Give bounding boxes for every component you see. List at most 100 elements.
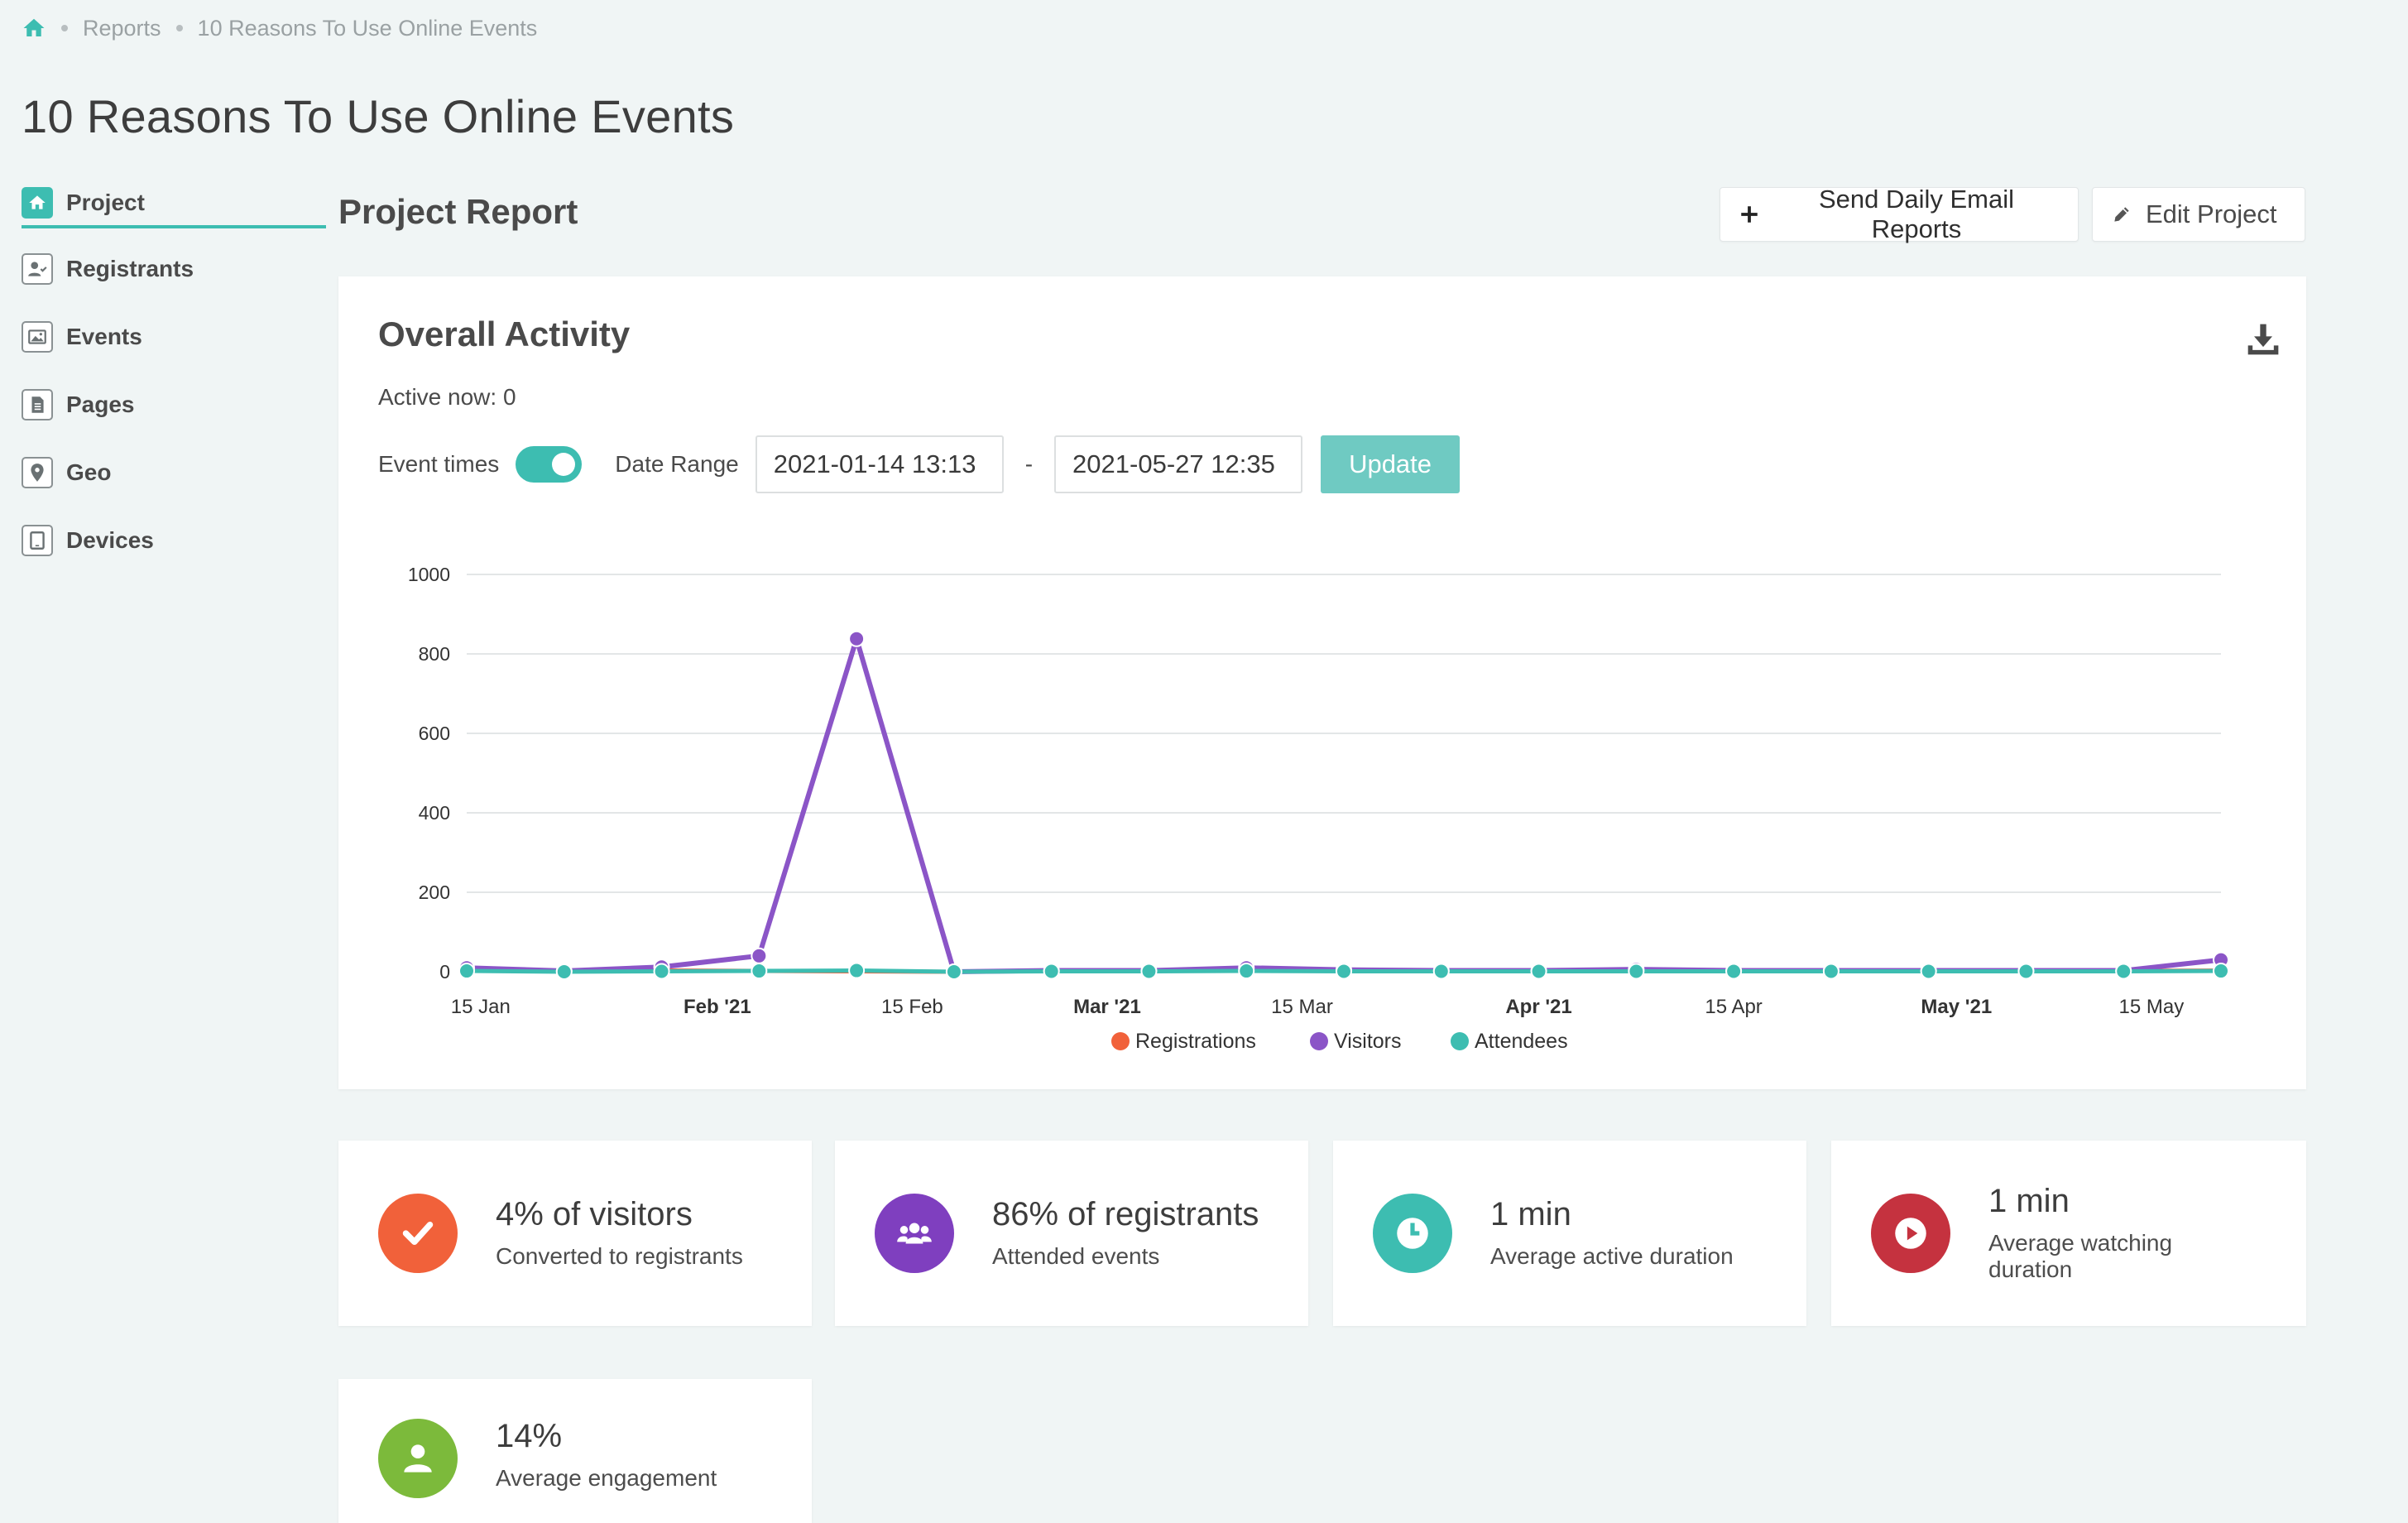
stat-value: 14%	[496, 1418, 563, 1454]
data-point-attendees	[555, 963, 573, 980]
active-now-text: Active now: 0	[378, 384, 516, 410]
images-icon	[22, 321, 53, 353]
sidebar-item-label: Geo	[66, 459, 112, 485]
x-tick-label: 15 Jan	[451, 996, 511, 1018]
send-daily-email-reports-button[interactable]: Send Daily Email Reports	[1720, 185, 2079, 243]
event-times-label: Event times	[378, 451, 500, 477]
toggle-knob	[552, 453, 576, 476]
section-title: Project Report	[338, 192, 578, 231]
stat-card-engagement: 14% Average engagement	[338, 1379, 812, 1523]
stat-card-attendance: 86% of registrants Attended events	[835, 1141, 1308, 1326]
update-button[interactable]: Update	[1321, 435, 1461, 493]
data-point-attendees	[1530, 963, 1547, 980]
legend-marker	[1451, 1032, 1469, 1050]
stat-card-active-duration: 1 min Average active duration	[1333, 1141, 1806, 1326]
stat-card-watching-duration: 1 min Average watching duration	[1831, 1141, 2306, 1326]
home-icon[interactable]	[22, 16, 46, 41]
y-tick-label: 1000	[408, 564, 450, 585]
sidebar-item-registrants[interactable]: Registrants	[22, 245, 326, 293]
x-tick-label: 15 Apr	[1705, 996, 1762, 1018]
y-tick-label: 600	[419, 723, 450, 744]
data-point-visitors	[751, 947, 768, 964]
x-tick-label: 15 Mar	[1271, 996, 1333, 1018]
map-pin-icon	[22, 457, 53, 488]
data-point-attendees	[1725, 963, 1743, 980]
sidebar-item-label: Registrants	[66, 256, 194, 281]
sidebar-item-devices[interactable]: Devices	[22, 516, 326, 565]
x-tick-label: 15 May	[2119, 996, 2185, 1018]
event-times-toggle[interactable]	[516, 446, 583, 483]
stat-label: Average engagement	[496, 1465, 717, 1491]
user-icon	[378, 1419, 458, 1498]
breadcrumb-separator	[175, 25, 183, 31]
tablet-icon	[22, 525, 53, 556]
pencil-icon	[2111, 204, 2132, 225]
stat-value: 4% of visitors	[496, 1195, 693, 1232]
users-icon	[875, 1194, 954, 1273]
file-icon	[22, 389, 53, 420]
edit-project-button[interactable]: Edit Project	[2092, 187, 2305, 242]
breadcrumb: Reports 10 Reasons To Use Online Events	[22, 13, 537, 43]
sidebar-item-label: Events	[66, 324, 142, 349]
x-tick-label: May '21	[1921, 996, 1992, 1018]
breadcrumb-current: 10 Reasons To Use Online Events	[197, 15, 538, 41]
breadcrumb-separator	[61, 25, 68, 31]
legend-marker	[1310, 1032, 1328, 1050]
x-tick-label: 15 Feb	[881, 996, 943, 1018]
sidebar: Project Registrants Events Pages Geo Dev…	[22, 180, 326, 584]
data-point-attendees	[458, 963, 475, 980]
legend-label: Attendees	[1475, 1030, 1568, 1053]
sidebar-item-label: Pages	[66, 392, 135, 417]
page-title: 10 Reasons To Use Online Events	[22, 90, 735, 142]
stat-value: 86% of registrants	[992, 1195, 1259, 1232]
stat-value: 1 min	[1490, 1195, 1571, 1232]
date-range-label: Date Range	[615, 451, 739, 477]
sidebar-item-events[interactable]: Events	[22, 313, 326, 361]
series-line-visitors	[466, 636, 2222, 974]
stat-label: Average active duration	[1490, 1242, 1734, 1269]
legend-label: Visitors	[1334, 1030, 1402, 1053]
data-point-attendees	[751, 963, 768, 980]
download-icon[interactable]	[2245, 321, 2281, 358]
data-point-attendees	[1920, 963, 1937, 980]
activity-chart: 0 200 400 600 800 1000 15 Jan Feb '21 15 Feb Mar …	[408, 564, 2229, 1053]
stat-label: Attended events	[992, 1242, 1160, 1269]
breadcrumb-reports[interactable]: Reports	[83, 15, 161, 41]
stat-label: Converted to registrants	[496, 1242, 743, 1269]
activity-title: Overall Activity	[378, 315, 631, 353]
date-separator: -	[1024, 451, 1034, 477]
data-point-attendees	[1043, 963, 1060, 980]
data-point-attendees	[653, 963, 670, 980]
home-icon	[22, 187, 53, 219]
sidebar-item-label: Devices	[66, 527, 154, 553]
legend-marker	[1111, 1032, 1130, 1050]
data-point-attendees	[1140, 963, 1158, 980]
x-tick-label: Mar '21	[1073, 996, 1141, 1018]
check-icon	[378, 1194, 458, 1273]
sidebar-item-pages[interactable]: Pages	[22, 381, 326, 429]
edit-button-label: Edit Project	[2146, 199, 2277, 228]
data-point-visitors	[848, 630, 866, 647]
sidebar-item-geo[interactable]: Geo	[22, 449, 326, 497]
date-to-input[interactable]	[1054, 435, 1303, 493]
data-point-attendees	[1822, 963, 1840, 980]
sidebar-item-label: Project	[66, 190, 145, 215]
sidebar-item-project[interactable]: Project	[22, 180, 326, 228]
data-point-attendees	[1336, 963, 1352, 980]
legend-label: Registrations	[1135, 1030, 1256, 1053]
data-point-attendees	[1628, 963, 1645, 980]
stat-value: 1 min	[1988, 1182, 2070, 1219]
data-point-attendees	[848, 962, 866, 979]
y-tick-label: 800	[419, 643, 450, 665]
data-point-attendees	[2017, 963, 2035, 980]
clock-icon	[1373, 1194, 1452, 1273]
activity-controls: Event times Date Range - Update	[378, 435, 1461, 493]
y-tick-label: 200	[419, 882, 450, 903]
x-tick-label: Apr '21	[1505, 996, 1571, 1018]
stat-label: Average watching duration	[1988, 1229, 2173, 1282]
stat-card-conversion: 4% of visitors Converted to registrants	[338, 1141, 812, 1326]
data-point-attendees	[2213, 963, 2229, 980]
overall-activity-card: Overall Activity Active now: 0 Event tim…	[338, 276, 2306, 1089]
user-check-icon	[22, 253, 53, 285]
date-from-input[interactable]	[755, 435, 1004, 493]
